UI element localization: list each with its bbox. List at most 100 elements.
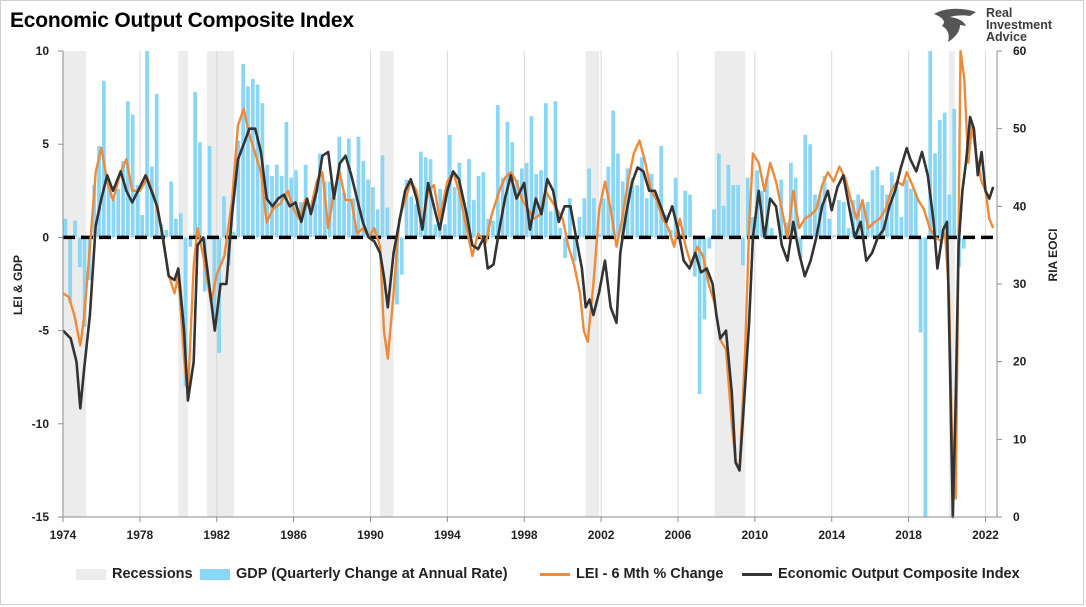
- gdp-bar-177: [913, 192, 918, 238]
- x-tick-label-9: 2010: [742, 528, 769, 542]
- gdp-bar-161: [837, 200, 841, 238]
- gdp-bar-58: [342, 192, 346, 238]
- gdp-bar-11: [116, 188, 121, 238]
- x-tick-label-5: 1994: [434, 528, 461, 542]
- gdp-bar-180: [928, 51, 933, 238]
- gdp-bar-54: [322, 181, 327, 238]
- gdp-bar-153: [798, 237, 803, 258]
- eoci-series: [62, 115, 995, 519]
- gdp-bar-51: [308, 207, 313, 238]
- gdp-bar-6: [92, 185, 97, 238]
- gdp-bar-24: [178, 213, 183, 238]
- gdp-bar-25: [183, 237, 188, 387]
- gdp-bar-146: [764, 177, 769, 238]
- gdp-bar-103: [558, 228, 563, 238]
- gdp-bar-38: [246, 86, 250, 238]
- gdp-bar-138: [726, 164, 731, 238]
- gdp-bar-139: [731, 185, 736, 238]
- gdp-bar-181: [933, 153, 937, 238]
- gdp-bar-123: [654, 194, 659, 238]
- gdp-bar-110: [592, 198, 596, 238]
- x-tick-label-0: 1974: [50, 528, 77, 542]
- gdp-bar-77: [433, 224, 438, 238]
- x-tick-label-1: 1978: [127, 528, 154, 542]
- x-tick-label-2: 1982: [203, 528, 230, 542]
- gdp-bar-124: [659, 146, 664, 238]
- gdp-bar-108: [582, 198, 587, 238]
- gdp-bar-168: [870, 170, 875, 238]
- gdp-bar-92: [505, 121, 510, 238]
- gdp-bar-9: [106, 183, 111, 238]
- gdp-bar-127: [673, 177, 678, 238]
- gdp-bar-47: [289, 177, 294, 238]
- gdp-bar-27: [193, 92, 197, 238]
- gdp-bar-94: [515, 179, 519, 238]
- gdp-bar-85: [471, 200, 476, 238]
- gdp-bar-154: [803, 134, 808, 238]
- gdp-bar-143: [750, 216, 755, 238]
- gdp-bar-19: [154, 93, 159, 238]
- gdp-bar-53: [318, 153, 322, 238]
- gdp-bar-56: [332, 198, 337, 238]
- gdp-bar-37: [241, 64, 246, 238]
- x-tick-label-11: 2018: [895, 528, 922, 542]
- gdp-bar-4: [82, 237, 87, 327]
- gdp-bar-136: [716, 153, 721, 238]
- gdp-bar-18: [150, 166, 154, 238]
- y-axis-label-left: LEI & GDP: [11, 255, 25, 315]
- gdp-bar-36: [236, 140, 241, 238]
- gdp-bar-105: [568, 198, 572, 238]
- legend-label-recessions: Recessions: [112, 566, 193, 582]
- brand-name: Real Investment Advice: [986, 7, 1052, 44]
- gdp-bar-76: [428, 159, 433, 238]
- gdp-bar-155: [808, 144, 812, 238]
- gdp-bar-122: [649, 174, 654, 238]
- y-axis-label-right: RIA EOCI: [1046, 229, 1060, 282]
- gdp-bar-52: [313, 196, 318, 238]
- legend-label-lei: LEI - 6 Mth % Change: [576, 566, 724, 582]
- gdp-bar-121: [644, 198, 649, 238]
- gdp-bar-1: [68, 237, 73, 303]
- gdp-bar-156: [813, 194, 817, 238]
- gdp-bar-62: [361, 160, 366, 238]
- chart-title: Economic Output Composite Index: [10, 9, 354, 32]
- gdp-bar-142: [745, 177, 750, 238]
- gdp-bar-28: [198, 142, 202, 238]
- brand-logo: Real Investment Advice: [930, 6, 1080, 46]
- gdp-bar-17: [145, 51, 149, 238]
- gdp-bar-164: [851, 200, 856, 238]
- gdp-bar-71: [404, 179, 409, 238]
- gdp-bar-107: [577, 216, 582, 238]
- y-tick-label-right-4: 20: [1013, 355, 1027, 369]
- gdp-bar-162: [841, 201, 846, 238]
- legend-label-eoci: Economic Output Composite Index: [778, 566, 1020, 582]
- y-tick-label-right-1: 50: [1013, 122, 1027, 136]
- gdp-bar-114: [611, 110, 615, 238]
- y-tick-label-left-5: -15: [32, 510, 50, 524]
- gdp-bar-141: [740, 237, 745, 266]
- gdp-bar-185: [952, 108, 957, 238]
- gdp-bar-35: [231, 231, 236, 238]
- y-tick-label-right-0: 60: [1013, 44, 1027, 58]
- y-tick-label-left-3: -5: [38, 324, 49, 338]
- legend-swatch-eoci: [742, 572, 772, 576]
- legend-item-eoci: Economic Output Composite Index: [742, 562, 1020, 586]
- gdp-bar-135: [712, 209, 716, 238]
- gdp-bar-65: [375, 209, 380, 238]
- gdp-bar-67: [385, 207, 390, 238]
- gdp-bar-69: [395, 237, 399, 305]
- gdp-bar-39: [250, 78, 255, 238]
- gdp-bar-86: [476, 175, 481, 238]
- gdp-bar-7: [97, 146, 101, 238]
- gdp-bar-45: [279, 175, 284, 238]
- x-tick-label-10: 2014: [818, 528, 845, 542]
- legend-item-gdp: GDP (Quarterly Change at Annual Rate): [200, 562, 508, 586]
- brand-line-2: Investment: [986, 18, 1052, 32]
- gdp-bar-83: [462, 213, 467, 238]
- gdp-bar-184: [947, 194, 952, 238]
- x-tick-label-12: 2022: [972, 528, 999, 542]
- gdp-bar-140: [736, 185, 740, 238]
- gdp-bar-73: [414, 203, 419, 238]
